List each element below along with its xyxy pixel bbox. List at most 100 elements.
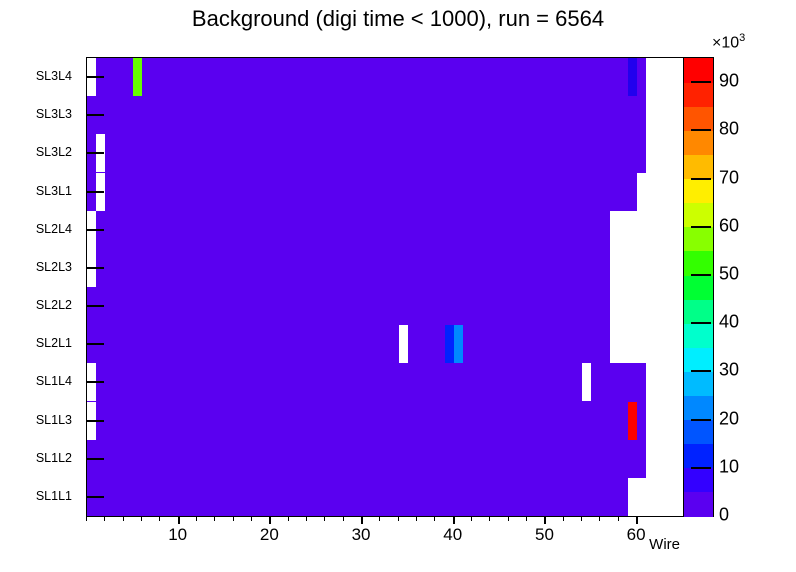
x-axis-minor-tick <box>471 516 473 521</box>
heatmap-empty-cell <box>609 248 647 287</box>
color-scale-tick <box>691 370 711 373</box>
color-scale-tick-label: 90 <box>719 70 740 91</box>
color-scale-ticks: 0 10 20 30 40 50 60 70 80 90 <box>683 57 796 525</box>
heatmap-plot-area[interactable] <box>86 57 684 517</box>
color-scale-tick <box>691 225 711 228</box>
x-axis-tick <box>361 516 364 524</box>
color-scale-band <box>684 106 713 131</box>
color-scale-band <box>684 58 713 83</box>
color-scale-band <box>684 82 713 107</box>
heatmap-base-fill <box>87 58 647 516</box>
color-scale-band <box>684 323 713 348</box>
x-axis: 10 20 30 40 50 60 <box>86 516 684 556</box>
color-scale-band <box>684 491 713 517</box>
x-axis-tick-label: 40 <box>443 525 463 544</box>
color-scale-exponent-power: 3 <box>739 32 746 44</box>
color-scale-tick <box>691 322 711 325</box>
color-scale-band <box>684 299 713 324</box>
color-scale-band <box>684 178 713 204</box>
x-axis-minor-tick <box>562 516 564 521</box>
y-axis-tick <box>86 114 104 117</box>
color-scale-tick <box>691 129 711 132</box>
color-scale-band <box>684 371 713 397</box>
x-axis-minor-tick <box>489 516 491 521</box>
y-axis-label-sl1l1: SL1L1 <box>35 488 72 503</box>
y-axis-label-sl3l2: SL3L2 <box>35 145 72 160</box>
color-scale-band <box>684 202 713 228</box>
y-axis-tick <box>86 152 104 155</box>
heatmap-empty-cell <box>609 287 647 326</box>
color-scale-tick <box>691 273 711 276</box>
color-scale-band <box>684 274 713 300</box>
color-scale-band <box>684 395 713 421</box>
x-axis-tick-label: 20 <box>259 525 279 544</box>
y-axis: SL1L1 SL1L2 SL1L3 SL1L4 SL2L1 SL2L2 SL2L3 SL2L4… <box>0 57 82 515</box>
color-scale-band <box>684 130 713 156</box>
y-axis-label-sl2l1: SL2L1 <box>35 336 72 351</box>
heatmap-cells <box>87 58 683 516</box>
color-scale-tick <box>691 81 711 84</box>
y-axis-label-sl2l2: SL2L2 <box>35 298 72 313</box>
heatmap-empty-cell <box>627 477 647 516</box>
color-scale-tick-label: 10 <box>719 456 740 477</box>
x-axis-tick-label: 30 <box>351 525 371 544</box>
heatmap-hot-cell <box>627 58 638 97</box>
y-axis-label-sl1l2: SL1L2 <box>35 450 72 465</box>
x-axis-minor-tick <box>86 516 87 521</box>
x-axis-tick <box>452 516 455 524</box>
color-scale-tick-label: 70 <box>719 167 740 188</box>
x-axis-tick <box>177 516 180 524</box>
x-axis-tick <box>269 516 272 524</box>
color-scale-band <box>684 154 713 180</box>
heatmap-hot-cell <box>453 325 463 364</box>
color-scale-band <box>684 443 713 469</box>
x-axis-minor-tick <box>141 516 142 521</box>
x-axis-tick <box>544 516 547 524</box>
color-scale-band <box>684 467 713 493</box>
x-axis-minor-tick <box>379 516 381 521</box>
y-axis-tick <box>86 343 104 346</box>
y-axis-label-sl1l3: SL1L3 <box>35 412 72 427</box>
color-scale-band <box>684 419 713 445</box>
x-axis-minor-tick <box>416 516 418 521</box>
color-scale-exponent-base: ×10 <box>712 34 740 52</box>
y-axis-tick <box>86 266 104 269</box>
x-axis-minor-tick <box>214 516 216 521</box>
y-axis-tick <box>86 419 104 422</box>
heatmap-empty-cell <box>398 325 408 364</box>
y-axis-tick <box>86 457 104 460</box>
color-scale-exponent: ×103 <box>712 32 745 52</box>
x-axis-tick-label: 60 <box>626 525 646 544</box>
color-scale-bar[interactable] <box>683 57 714 517</box>
y-axis-tick <box>86 381 104 384</box>
x-axis-minor-tick <box>287 516 289 521</box>
color-scale-tick-label: 40 <box>719 311 740 332</box>
heatmap-hot-cell <box>132 58 142 97</box>
color-scale-tick-label: 0 <box>719 504 730 525</box>
y-axis-tick <box>86 495 104 498</box>
color-scale-band <box>684 250 713 276</box>
x-axis-minor-tick <box>104 516 106 521</box>
y-axis-tick <box>86 305 104 308</box>
color-scale-tick-label: 20 <box>719 408 740 429</box>
color-scale-tick <box>691 177 711 180</box>
color-scale-band <box>684 226 713 252</box>
x-axis-tick-label: 10 <box>168 525 188 544</box>
heatmap-empty-cell <box>637 172 647 211</box>
color-scale-tick <box>691 466 711 469</box>
x-axis-minor-tick <box>434 516 436 521</box>
color-scale-tick <box>691 418 711 421</box>
x-axis-minor-tick <box>251 516 253 521</box>
color-scale-tick-label: 50 <box>719 263 740 284</box>
y-axis-label-sl3l1: SL3L1 <box>35 183 72 198</box>
y-axis-label-sl3l3: SL3L3 <box>35 107 72 122</box>
y-axis-label-sl1l4: SL1L4 <box>35 374 72 389</box>
x-axis-minor-tick <box>581 516 583 521</box>
x-axis-tick-label: 50 <box>534 525 554 544</box>
x-axis-minor-tick <box>306 516 308 521</box>
y-axis-label-sl2l4: SL2L4 <box>35 221 72 236</box>
x-axis-minor-tick <box>507 516 509 521</box>
x-axis-minor-tick <box>324 516 326 521</box>
y-axis-tick <box>86 228 104 231</box>
heatmap-hot-cell <box>627 401 638 440</box>
